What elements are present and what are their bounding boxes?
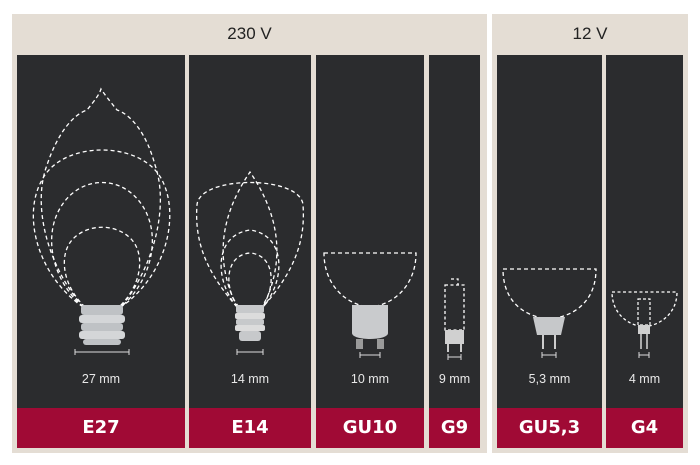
socket-diameter: 14 mm bbox=[230, 372, 270, 386]
e27-bulb-outlines-icon bbox=[32, 87, 171, 355]
socket-e27: 27 mm E27 bbox=[17, 55, 185, 448]
socket-diameter: 4 mm bbox=[628, 372, 661, 386]
socket-label: E27 bbox=[17, 408, 185, 448]
group-title: 230 V bbox=[227, 24, 272, 43]
socket-label: GU10 bbox=[316, 408, 424, 448]
gu10-bulb-icon bbox=[323, 252, 417, 358]
socket-label: G4 bbox=[606, 408, 683, 448]
socket-gu5-3: 5,3 mm GU5,3 bbox=[497, 55, 602, 448]
socket-panel: 5,3 mm bbox=[497, 55, 602, 408]
g9-bulb-icon bbox=[444, 278, 465, 360]
g4-bulb-icon bbox=[611, 291, 678, 358]
socket-g9: 9 mm G9 bbox=[429, 55, 480, 448]
socket-label: GU5,3 bbox=[497, 408, 602, 448]
group-title: 12 V bbox=[572, 24, 608, 43]
socket-panel: 9 mm bbox=[429, 55, 480, 408]
socket-diameter: 9 mm bbox=[438, 372, 471, 386]
group-12v: 12 V 5,3 mm GU5,3 4 mm G4 bbox=[492, 14, 688, 453]
group-230v: 230 V 27 mm E27 bbox=[12, 14, 487, 453]
socket-label: E14 bbox=[189, 408, 311, 448]
socket-diameter: 5,3 mm bbox=[528, 372, 571, 386]
gu53-bulb-icon bbox=[502, 268, 597, 358]
socket-e14: 14 mm E14 bbox=[189, 55, 311, 448]
socket-diameter: 10 mm bbox=[350, 372, 390, 386]
socket-panel: 10 mm bbox=[316, 55, 424, 408]
socket-label: G9 bbox=[429, 408, 480, 448]
socket-panel: 14 mm bbox=[189, 55, 311, 408]
socket-diameter: 27 mm bbox=[81, 372, 121, 386]
socket-g4: 4 mm G4 bbox=[606, 55, 683, 448]
socket-panel: 4 mm bbox=[606, 55, 683, 408]
socket-gu10: 10 mm GU10 bbox=[316, 55, 424, 448]
e14-bulb-outlines-icon bbox=[195, 170, 305, 355]
socket-panel: 27 mm bbox=[17, 55, 185, 408]
